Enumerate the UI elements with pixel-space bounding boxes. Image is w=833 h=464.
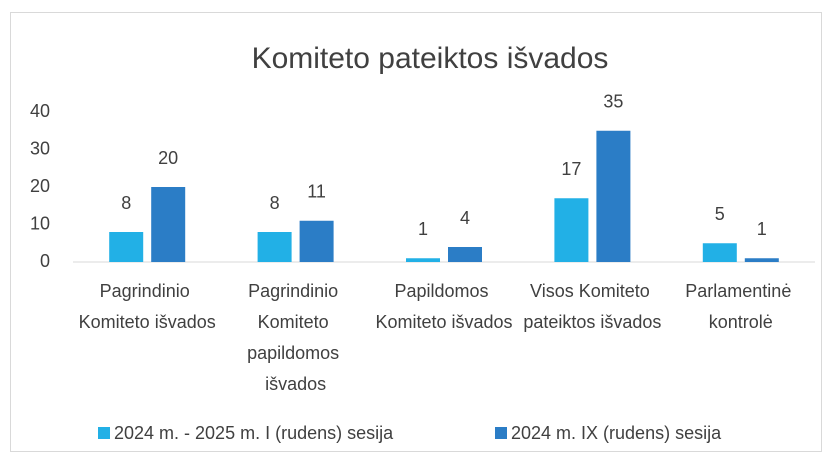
bar <box>554 198 589 262</box>
chart-frame <box>10 12 822 452</box>
data-label: 8 <box>121 193 131 213</box>
bar <box>702 243 737 262</box>
bar <box>109 232 144 262</box>
data-label: 8 <box>270 193 280 213</box>
legend-swatch <box>495 427 507 439</box>
data-label: 1 <box>418 219 428 239</box>
y-tick-label: 40 <box>30 101 50 121</box>
x-tick-label: Parlamentinė kontrolė <box>685 281 796 332</box>
chart-title: Komiteto pateiktos išvados <box>252 42 609 75</box>
data-label: 5 <box>715 204 725 224</box>
x-tick-label: Visos Komiteto pateiktos išvados <box>523 281 661 332</box>
bar <box>448 247 482 262</box>
data-label: 20 <box>158 148 178 168</box>
bar <box>257 232 292 262</box>
data-label: 4 <box>460 208 470 228</box>
x-tick-label: Pagrindinio Komiteto papildomos išvados <box>247 281 344 394</box>
bar <box>406 258 440 262</box>
data-label: 1 <box>757 219 767 239</box>
data-label: 11 <box>307 182 326 202</box>
y-tick-label: 10 <box>30 213 50 233</box>
bar <box>151 187 186 262</box>
legend-label: 2024 m. - 2025 m. I (rudens) sesija <box>114 423 394 443</box>
legend-label: 2024 m. IX (rudens) sesija <box>511 423 722 443</box>
x-tick-label: Pagrindinio Komiteto išvados <box>79 281 216 332</box>
data-label: 17 <box>561 159 581 179</box>
bar <box>299 220 334 262</box>
data-label: 35 <box>603 92 623 112</box>
legend-swatch <box>98 427 110 439</box>
y-tick-label: 30 <box>30 138 50 158</box>
y-tick-label: 0 <box>40 251 50 271</box>
y-tick-label: 20 <box>30 176 50 196</box>
x-tick-label: Papildomos Komiteto išvados <box>375 281 512 332</box>
bar <box>596 130 631 262</box>
bar <box>744 258 779 262</box>
